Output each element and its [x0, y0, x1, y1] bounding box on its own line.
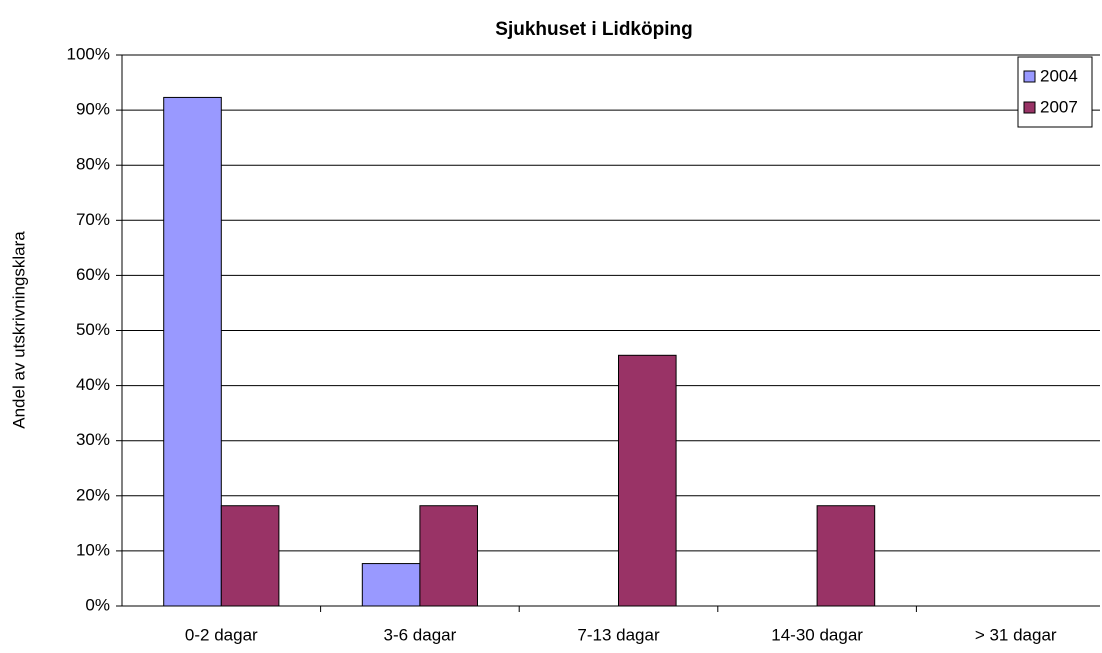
bar [816, 505, 876, 607]
x-tick-label: 14-30 dagar [771, 625, 863, 644]
y-tick-label: 80% [76, 155, 110, 174]
y-tick-label: 50% [76, 320, 110, 339]
bar [419, 505, 478, 607]
legend-label: 2007 [1040, 97, 1078, 116]
y-tick-label: 10% [76, 540, 110, 559]
x-tick-label: 7-13 dagar [577, 625, 660, 644]
bar [361, 563, 421, 607]
y-tick-label: 40% [76, 375, 110, 394]
bar [163, 96, 222, 607]
legend-swatch [1023, 101, 1036, 114]
y-tick-label: 60% [76, 265, 110, 284]
chart-title: Sjukhuset i Lidköping [495, 19, 692, 40]
bar [618, 354, 677, 607]
y-tick-label: 20% [76, 485, 110, 504]
x-tick-label: 0-2 dagar [185, 625, 258, 644]
legend-box [1017, 56, 1093, 128]
y-tick-label: 0% [85, 595, 110, 614]
x-tick-label: > 31 dagar [975, 625, 1057, 644]
y-tick-label: 70% [76, 210, 110, 229]
y-axis-label: Andel av utskrivningsklara [9, 231, 28, 429]
legend-swatch [1023, 70, 1036, 83]
y-tick-label: 30% [76, 430, 110, 449]
x-tick-label: 3-6 dagar [384, 625, 457, 644]
y-tick-label: 100% [67, 44, 110, 63]
legend-label: 2004 [1040, 66, 1078, 85]
bar [220, 505, 280, 607]
y-tick-label: 90% [76, 100, 110, 119]
